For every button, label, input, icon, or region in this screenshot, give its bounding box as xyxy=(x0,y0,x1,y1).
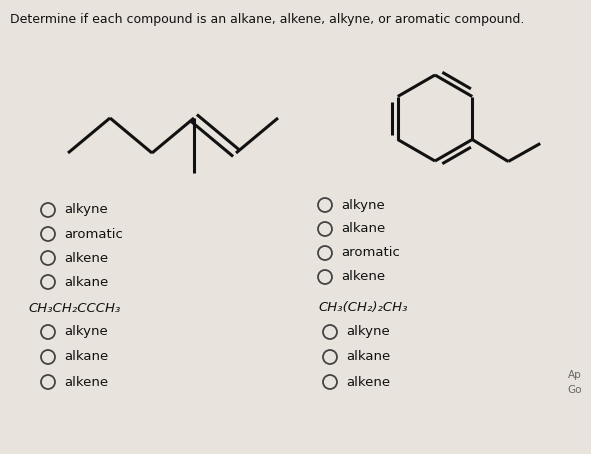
Text: alkene: alkene xyxy=(64,375,108,389)
Text: CH₃CH₂CCCH₃: CH₃CH₂CCCH₃ xyxy=(28,301,121,315)
Text: alkane: alkane xyxy=(64,276,108,288)
Text: alkane: alkane xyxy=(346,350,390,364)
Text: alkyne: alkyne xyxy=(346,326,389,339)
Text: alkene: alkene xyxy=(64,252,108,265)
Text: Determine if each compound is an alkane, alkene, alkyne, or aromatic compound.: Determine if each compound is an alkane,… xyxy=(10,13,524,26)
Text: alkene: alkene xyxy=(346,375,390,389)
Text: alkane: alkane xyxy=(341,222,385,236)
Text: aromatic: aromatic xyxy=(341,247,400,260)
Text: Ap: Ap xyxy=(568,370,582,380)
Text: alkyne: alkyne xyxy=(64,203,108,217)
Text: alkyne: alkyne xyxy=(64,326,108,339)
Text: alkane: alkane xyxy=(64,350,108,364)
Text: aromatic: aromatic xyxy=(64,227,123,241)
Text: alkene: alkene xyxy=(341,271,385,283)
Text: CH₃(CH₂)₂CH₃: CH₃(CH₂)₂CH₃ xyxy=(318,301,408,315)
Text: Go: Go xyxy=(568,385,582,395)
Text: alkyne: alkyne xyxy=(341,198,385,212)
